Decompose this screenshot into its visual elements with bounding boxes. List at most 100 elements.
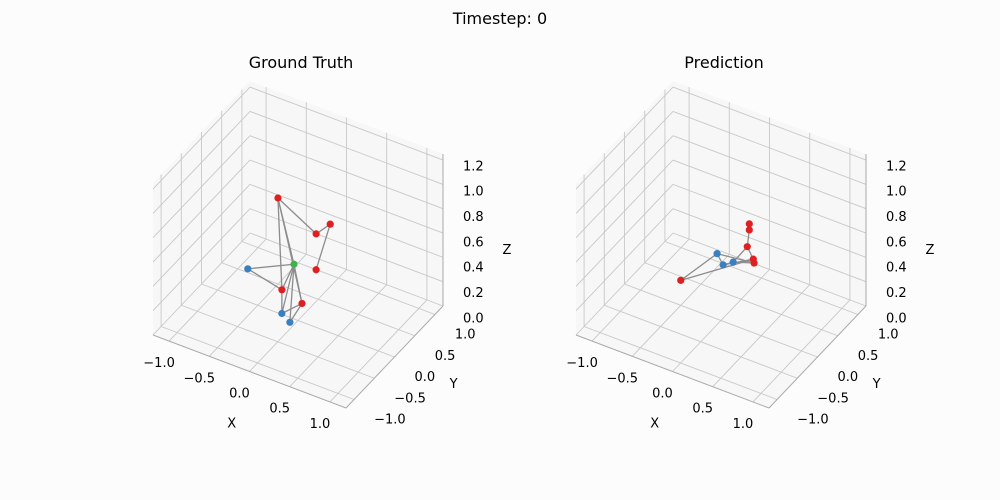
pred-z-grid: [672, 86, 867, 161]
gt-joint-red: [278, 286, 286, 294]
gt-z-grid: [249, 208, 444, 283]
prediction-plot: Prediction −1.0 −0.5 0.0 0.5 1.0 −1.0 −0.5 0.0 0…: [566, 53, 934, 432]
gt-z-tick-label: 0.4: [463, 261, 484, 276]
gt-y-grid: [181, 304, 375, 379]
pred-z-tick-label: 0.4: [886, 261, 907, 276]
pred-z-tick-label: 1.2: [886, 159, 907, 174]
gt-bone: [277, 197, 303, 304]
pred-joint-red: [677, 276, 685, 284]
pred-y-tick-label: 1.0: [878, 328, 899, 343]
gt-z-grid: [249, 110, 444, 185]
pred-x-tick-label: −0.5: [607, 371, 639, 386]
pred-z-tick-label: 0.2: [886, 286, 907, 301]
pred-bone: [680, 253, 718, 281]
pred-z-tick-label: 0.6: [886, 235, 907, 250]
pred-z-grid: [575, 111, 674, 214]
gt-joint-green: [290, 260, 298, 268]
pred-y-grid: [604, 304, 798, 379]
pred-joint-blue: [729, 258, 737, 266]
ground-truth-title: Ground Truth: [249, 53, 354, 72]
gt-x-tick-label: −1.0: [143, 356, 175, 371]
gt-bone: [289, 264, 295, 323]
pred-x-tick-label: 0.0: [652, 387, 673, 402]
pred-z-grid: [672, 159, 867, 234]
pred-z-grid: [575, 135, 674, 239]
gt-z-grid: [152, 159, 251, 263]
gt-joint-red: [312, 266, 320, 274]
gt-y-axis-label: Y: [449, 377, 458, 392]
pred-z-tick-label: 0.8: [886, 210, 907, 225]
pred-z-axis-label: Z: [926, 243, 935, 258]
gt-bone: [247, 268, 283, 291]
pred-z-grid: [672, 232, 867, 307]
pred-y-grid: [583, 326, 778, 400]
gt-bone: [281, 263, 295, 291]
gt-y-tick-label: 0.5: [435, 349, 456, 364]
pred-z-grid: [672, 208, 867, 283]
pred-bone: [680, 258, 754, 281]
ground-truth-plot: Ground Truth −1.0 −0.5 0.0 0.5 1.0 −1.0 −0.5 0.…: [143, 53, 511, 432]
gt-z-axis-label: Z: [503, 243, 512, 258]
gt-z-grid: [249, 135, 444, 210]
pred-x-axis-label: X: [650, 416, 659, 431]
gt-joint-blue: [286, 318, 294, 326]
pred-z-grid: [575, 184, 674, 287]
pred-z-grid: [672, 110, 867, 185]
figure-suptitle: Timestep: 0: [452, 9, 547, 28]
pred-y-axis-label: Y: [872, 377, 881, 392]
gt-x-axis-label: X: [227, 416, 236, 431]
gt-y-tick-label: −0.5: [394, 391, 426, 406]
gt-y-tick-label: 1.0: [455, 328, 476, 343]
pred-joint-red: [745, 220, 753, 228]
gt-z-grid: [152, 86, 251, 190]
gt-z-grid: [152, 232, 251, 336]
gt-y-tick-label: −1.0: [374, 413, 406, 428]
pred-z-grid: [672, 183, 867, 258]
gt-z-grid: [249, 159, 444, 234]
pred-z-grid: [575, 232, 674, 336]
gt-z-grid: [249, 86, 444, 161]
gt-joint-blue: [278, 309, 286, 318]
gt-z-grid: [152, 135, 251, 239]
gt-z-grid: [249, 232, 444, 307]
gt-x-tick-label: −0.5: [184, 371, 216, 386]
gt-joint-red: [298, 299, 306, 308]
pred-y-axis-line: [768, 305, 867, 409]
pred-z-grid: [672, 135, 867, 210]
pred-joint-red: [750, 259, 758, 267]
pred-y-grid: [664, 241, 859, 315]
pred-x-axis-line: [575, 334, 770, 409]
pred-y-grid: [644, 262, 838, 337]
pred-y-tick-label: 0.0: [838, 370, 859, 385]
gt-bone: [289, 303, 303, 323]
pred-z-tick-label: 0.0: [886, 311, 907, 326]
pred-z-grid: [575, 159, 674, 263]
pred-joint-blue: [719, 261, 727, 269]
gt-x-tick-label: 1.0: [310, 417, 331, 432]
pred-x-tick-label: 1.0: [733, 417, 754, 432]
gt-z-grid: [249, 183, 444, 258]
gt-bone: [277, 197, 317, 235]
gt-bone: [247, 263, 295, 270]
gt-z-tick-label: 1.0: [463, 185, 484, 200]
gt-y-grid: [201, 283, 395, 358]
pred-y-grid: [624, 283, 818, 358]
pred-y-tick-label: −1.0: [797, 413, 829, 428]
gt-z-tick-label: 0.8: [463, 210, 484, 225]
gt-joint-red: [326, 220, 334, 228]
gt-bone: [281, 302, 303, 315]
gt-x-tick-label: 0.0: [229, 387, 250, 402]
pred-bone: [716, 253, 755, 264]
gt-z-grid: [152, 184, 251, 287]
gt-x-tick-label: 0.5: [269, 402, 290, 417]
gt-y-axis-line: [345, 305, 444, 409]
pred-joint-blue: [713, 250, 721, 258]
gt-bone: [315, 223, 331, 270]
pred-z-tick-label: 1.0: [886, 185, 907, 200]
pred-y-tick-label: −0.5: [817, 391, 849, 406]
gt-z-tick-label: 0.2: [463, 286, 484, 301]
gt-z-tick-label: 0.6: [463, 235, 484, 250]
pred-y-tick-label: 0.5: [858, 349, 879, 364]
prediction-title: Prediction: [684, 53, 763, 72]
gt-y-grid: [241, 241, 436, 315]
